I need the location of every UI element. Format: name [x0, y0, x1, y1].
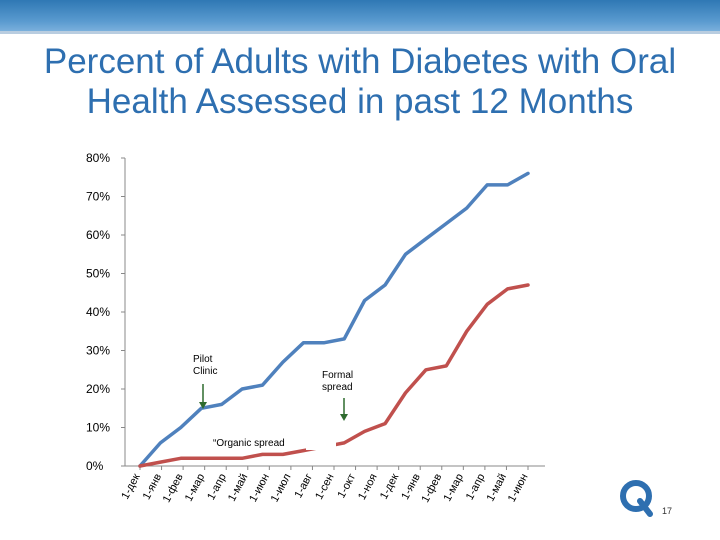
y-tick-label: 40%	[86, 305, 110, 319]
header-rule	[0, 31, 720, 34]
y-tick-label: 70%	[86, 190, 110, 204]
x-axis-ticks: 1-дек1-янв1-фев1-мар1-апр1-май1-июн1-июл…	[119, 466, 531, 505]
page-number: 17	[662, 506, 673, 516]
annotation-pilot-clinic: Pilot Clinic	[193, 354, 217, 377]
y-axis-ticks: 0% 10% 20% 30% 40% 50% 60% 70% 80%	[86, 151, 125, 473]
y-tick-label: 10%	[86, 421, 110, 435]
y-tick-label: 30%	[86, 344, 110, 358]
x-tick-label: 1-июн	[506, 472, 531, 504]
x-tick-label: 1-мар	[183, 472, 207, 504]
series-lines	[138, 171, 530, 468]
x-tick-label: 1-фев	[161, 472, 186, 505]
annotation-formal-spread: Formal spread	[322, 370, 353, 393]
x-tick-label: 1-дек	[378, 472, 401, 502]
x-tick-label: 1-мар	[441, 472, 465, 504]
x-tick-label: 1-ноя	[356, 472, 380, 502]
y-tick-label: 80%	[86, 151, 110, 165]
pilot-arrow-head	[199, 402, 207, 409]
y-tick-label: 0%	[86, 459, 104, 473]
header-band	[0, 0, 720, 31]
formal-arrow-head	[340, 414, 348, 421]
y-tick-label: 20%	[86, 382, 110, 396]
series-line-blue	[138, 171, 530, 468]
y-tick-label: 60%	[86, 228, 110, 242]
logo-icon	[620, 480, 653, 517]
title-line-2: Health Assessed in past 12 Months	[86, 82, 634, 121]
annotations: Pilot Clinic Formal spread “Organic spread	[193, 354, 353, 450]
x-tick-label: 1-окт	[335, 472, 358, 500]
y-tick-label: 50%	[86, 267, 110, 281]
x-tick-label: 1-фев	[419, 472, 444, 505]
x-tick-label: 1-июл	[269, 472, 294, 504]
title-line-1: Percent of Adults with Diabetes with Ora…	[43, 42, 677, 81]
page-title: Percent of Adults with Diabetes with Ora…	[0, 42, 720, 122]
x-tick-label: 1-авг	[292, 472, 315, 500]
annotation-organic-spread: “Organic spread	[213, 438, 285, 449]
annotation-mask	[306, 436, 336, 450]
x-tick-label: 1-дек	[119, 472, 142, 502]
x-tick-label: 1-сен	[313, 472, 336, 502]
